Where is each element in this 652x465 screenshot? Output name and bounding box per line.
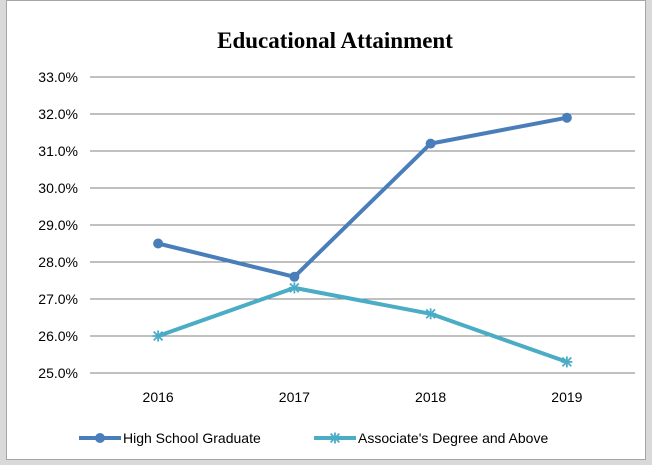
y-tick-label: 29.0% [38, 217, 78, 233]
legend-label: Associate's Degree and Above [358, 430, 548, 446]
chart-svg: Educational Attainment 25.0% 26.0% 27.0% 28… [7, 1, 647, 461]
data-point [153, 331, 164, 342]
y-tick-label: 25.0% [38, 365, 78, 381]
x-tick-label: 2019 [551, 389, 582, 405]
legend-label: High School Graduate [123, 430, 261, 446]
y-tick-label: 30.0% [38, 180, 78, 196]
y-tick-label: 27.0% [38, 291, 78, 307]
data-point [562, 113, 572, 123]
legend-item: Associate's Degree and Above [314, 430, 548, 446]
data-point [426, 139, 436, 149]
data-point [425, 308, 436, 319]
data-point [289, 272, 299, 282]
y-tick-label: 26.0% [38, 328, 78, 344]
legend: High School Graduate Associate's Degree a… [79, 430, 548, 446]
legend-item: High School Graduate [79, 430, 261, 446]
y-tick-label: 32.0% [38, 106, 78, 122]
series-group [153, 113, 572, 282]
data-point [95, 433, 105, 443]
y-tick-label: 28.0% [38, 254, 78, 270]
chart-title: Educational Attainment [217, 28, 453, 53]
chart-frame: Educational Attainment 25.0% 26.0% 27.0% 28… [6, 0, 646, 460]
x-tick-label: 2016 [143, 389, 174, 405]
series-group [153, 282, 573, 367]
y-axis-ticks: 25.0% 26.0% 27.0% 28.0% 29.0% 30.0% 31.0% 32.0%… [38, 69, 78, 381]
series-line [158, 118, 567, 277]
y-tick-label: 33.0% [38, 69, 78, 85]
x-tick-label: 2018 [415, 389, 446, 405]
x-axis-ticks: 2016 2017 2018 2019 [143, 389, 583, 405]
data-point [289, 282, 300, 293]
data-point [153, 239, 163, 249]
data-point [561, 356, 572, 367]
x-tick-label: 2017 [279, 389, 310, 405]
y-tick-label: 31.0% [38, 143, 78, 159]
data-point [330, 433, 341, 444]
